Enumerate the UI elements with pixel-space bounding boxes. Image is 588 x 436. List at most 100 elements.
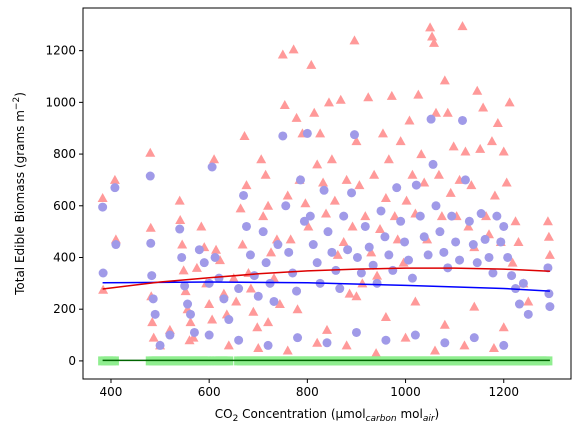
data-point-triangle [498, 146, 509, 156]
data-point-triangle [401, 195, 412, 205]
y-tick-label: 400 [53, 250, 76, 264]
data-point-triangle [429, 37, 440, 47]
y-tick-label: 0 [68, 354, 76, 368]
data-point-triangle [184, 335, 195, 345]
data-point-triangle [366, 247, 377, 257]
data-point-triangle [380, 311, 391, 321]
data-point-circle [400, 237, 410, 247]
data-point-circle [148, 294, 158, 304]
data-point-circle [293, 333, 303, 343]
data-point-triangle [253, 342, 264, 352]
data-point-triangle [442, 107, 453, 117]
data-point-circle [469, 333, 479, 343]
data-point-circle [381, 335, 391, 345]
data-point-circle [145, 171, 155, 181]
data-point-circle [523, 309, 533, 319]
data-point-circle [175, 224, 185, 234]
data-point-circle [458, 115, 468, 125]
data-point-triangle [492, 118, 503, 128]
data-point-circle [410, 330, 420, 340]
data-point-triangle [430, 107, 441, 117]
data-point-triangle [439, 319, 450, 329]
data-point-triangle [427, 31, 438, 41]
x-tick-label: 1000 [390, 385, 421, 399]
data-point-triangle [371, 348, 382, 358]
data-point-circle [110, 183, 120, 193]
data-point-triangle [463, 221, 474, 231]
data-point-triangle [237, 239, 248, 249]
data-point-circle [451, 237, 461, 247]
data-point-circle [241, 221, 251, 231]
data-point-triangle [466, 180, 477, 190]
data-point-triangle [489, 190, 500, 200]
data-point-triangle [180, 286, 191, 296]
data-point-triangle [475, 143, 486, 153]
data-point-circle [484, 252, 494, 262]
data-point-circle [155, 340, 165, 350]
data-point-triangle [211, 244, 222, 254]
data-point-triangle [372, 270, 383, 280]
data-point-triangle [309, 107, 320, 117]
data-point-circle [431, 201, 441, 211]
data-point-triangle [97, 193, 108, 203]
data-point-triangle [228, 273, 239, 283]
data-point-triangle [300, 198, 311, 208]
data-point-circle [492, 211, 502, 221]
data-point-circle [503, 252, 513, 262]
data-point-triangle [354, 180, 365, 190]
data-point-circle [319, 185, 329, 195]
data-point-triangle [263, 317, 274, 327]
data-point-triangle [252, 322, 263, 332]
data-point-circle [323, 227, 333, 237]
data-point-triangle [148, 332, 159, 342]
data-point-triangle [312, 159, 323, 169]
data-point-triangle [504, 97, 515, 107]
data-point-circle [224, 315, 234, 325]
data-point-circle [288, 268, 298, 278]
data-point-triangle [335, 94, 346, 104]
y-tick-label: 1200 [45, 44, 76, 58]
data-point-circle [180, 281, 190, 291]
data-point-triangle [274, 299, 285, 309]
data-point-triangle [513, 236, 524, 246]
data-point-circle [392, 183, 402, 193]
data-point-triangle [389, 211, 400, 221]
data-point-circle [302, 128, 312, 138]
data-point-circle [351, 327, 361, 337]
data-point-triangle [147, 317, 158, 327]
x-tick-label: 1200 [488, 385, 519, 399]
data-point-triangle [196, 221, 207, 231]
y-tick-label: 200 [53, 302, 76, 316]
data-point-circle [407, 273, 417, 283]
data-point-triangle [395, 136, 406, 146]
data-point-triangle [323, 97, 334, 107]
data-point-circle [339, 211, 349, 221]
data-point-circle [199, 258, 209, 268]
data-point-triangle [178, 265, 189, 275]
data-point-circle [439, 247, 449, 257]
data-point-circle [278, 131, 288, 141]
data-point-triangle [341, 340, 352, 350]
data-point-triangle [407, 169, 418, 179]
data-point-circle [480, 234, 490, 244]
data-point-triangle [507, 257, 518, 267]
data-point-circle [464, 216, 474, 226]
data-point-triangle [351, 136, 362, 146]
data-point-triangle [288, 44, 299, 54]
data-point-circle [210, 252, 220, 262]
data-point-triangle [413, 89, 424, 99]
data-point-triangle [282, 190, 293, 200]
data-point-triangle [501, 177, 512, 187]
data-point-triangle [245, 283, 256, 293]
data-point-triangle [322, 324, 332, 334]
data-point-circle [214, 273, 224, 283]
data-point-triangle [472, 85, 483, 95]
data-point-triangle [341, 174, 352, 184]
data-point-circle [364, 242, 374, 252]
data-point-triangle [291, 112, 302, 122]
data-point-circle [292, 286, 302, 296]
data-point-triangle [498, 322, 509, 332]
data-point-triangle [439, 75, 450, 85]
data-point-triangle [523, 296, 534, 306]
